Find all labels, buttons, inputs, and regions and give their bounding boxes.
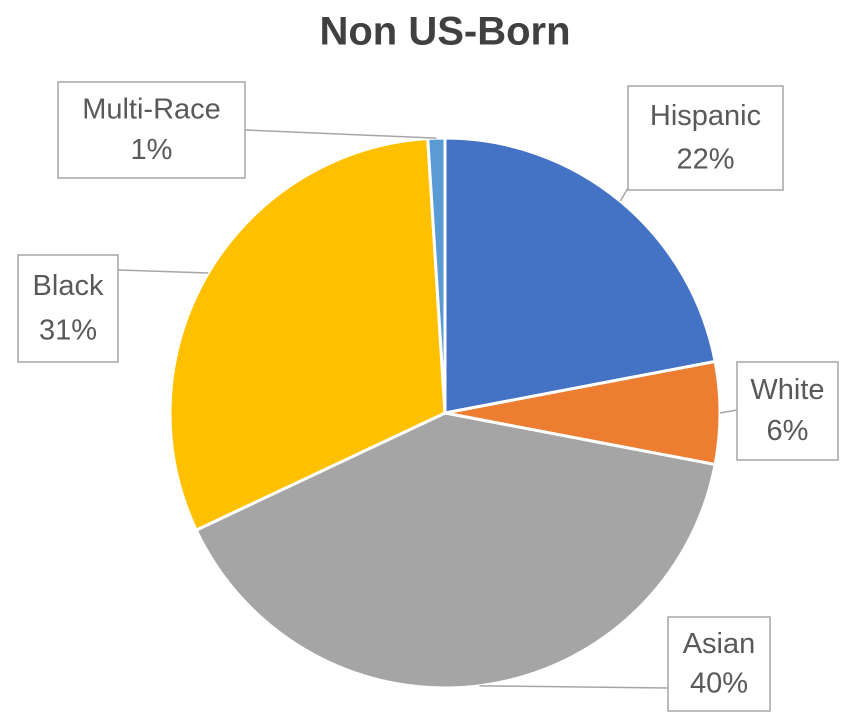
category-label: Multi-Race (82, 93, 221, 125)
leader-line (719, 409, 738, 414)
value-label: 6% (767, 415, 809, 447)
chart-title: Non US-Born (319, 10, 570, 54)
value-label: 31% (39, 315, 97, 347)
label-box (627, 85, 784, 191)
label-box (667, 616, 771, 712)
value-label: 22% (676, 144, 734, 176)
leader-line (619, 187, 629, 202)
label-box (17, 254, 119, 363)
label-box (57, 81, 246, 179)
category-label: White (750, 374, 824, 406)
pie-slice (194, 411, 717, 690)
leader-line (479, 685, 669, 689)
value-label: 40% (690, 667, 748, 699)
category-label: Asian (683, 628, 756, 660)
pie-slice (426, 136, 447, 414)
category-label: Black (33, 270, 104, 302)
leader-line (117, 269, 209, 274)
category-label: Hispanic (650, 100, 761, 132)
label-box (736, 361, 839, 461)
pie-slice (168, 136, 447, 533)
value-label: 1% (131, 134, 173, 166)
leader-line (244, 129, 437, 139)
